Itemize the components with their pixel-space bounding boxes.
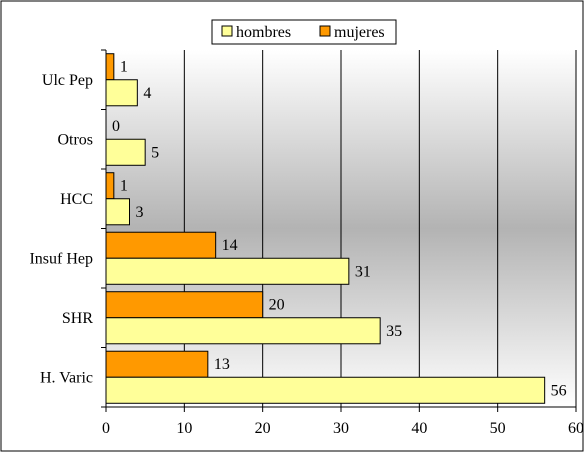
x-tick-label-40: 40 bbox=[411, 420, 427, 437]
x-tick-label-20: 20 bbox=[255, 420, 271, 437]
x-tick-label-0: 0 bbox=[102, 420, 110, 437]
data-label-mujeres-2: 1 bbox=[120, 178, 128, 195]
gridlines bbox=[183, 50, 577, 407]
data-label-hombres-5: 56 bbox=[551, 382, 567, 399]
category-label-1: Otros bbox=[57, 131, 93, 148]
data-label-mujeres-1: 0 bbox=[112, 118, 120, 135]
data-label-mujeres-4: 20 bbox=[269, 297, 285, 314]
category-label-5: H. Varic bbox=[40, 369, 93, 386]
legend: hombres mujeres bbox=[211, 19, 397, 45]
bar-hombres-5 bbox=[105, 376, 546, 404]
legend-swatch-hombres bbox=[221, 25, 233, 37]
data-label-hombres-1: 5 bbox=[151, 144, 159, 161]
bar-mujeres-4 bbox=[105, 291, 264, 319]
category-label-4: SHR bbox=[62, 310, 93, 327]
legend-box bbox=[211, 19, 397, 45]
legend-label-hombres: hombres bbox=[236, 24, 291, 41]
bar-hombres-3 bbox=[105, 257, 350, 285]
bar-hombres-4 bbox=[105, 317, 381, 345]
data-label-hombres-0: 4 bbox=[143, 85, 151, 102]
data-label-hombres-4: 35 bbox=[386, 323, 402, 340]
bar-mujeres-2 bbox=[105, 172, 115, 200]
x-tick-label-30: 30 bbox=[333, 420, 349, 437]
data-label-hombres-3: 31 bbox=[355, 263, 371, 280]
bar-mujeres-5 bbox=[105, 350, 209, 378]
bar-mujeres-0 bbox=[105, 53, 115, 81]
category-label-3: Insuf Hep bbox=[29, 250, 93, 267]
data-label-hombres-2: 3 bbox=[136, 204, 144, 221]
x-tick-label-50: 50 bbox=[490, 420, 506, 437]
category-label-2: HCC bbox=[60, 191, 93, 208]
legend-swatch-mujeres bbox=[319, 25, 331, 37]
legend-label-mujeres: mujeres bbox=[334, 24, 385, 41]
x-tick-label-10: 10 bbox=[176, 420, 192, 437]
bar-hombres-1 bbox=[105, 138, 146, 166]
x-tick-label-60: 60 bbox=[568, 420, 584, 437]
data-label-mujeres-5: 13 bbox=[214, 356, 230, 373]
category-label-0: Ulc Pep bbox=[42, 72, 93, 89]
bar-hombres-0 bbox=[105, 79, 138, 107]
bar-hombres-2 bbox=[105, 198, 130, 226]
data-label-mujeres-0: 1 bbox=[120, 59, 128, 76]
bar-mujeres-3 bbox=[105, 231, 217, 259]
data-label-mujeres-3: 14 bbox=[222, 237, 238, 254]
